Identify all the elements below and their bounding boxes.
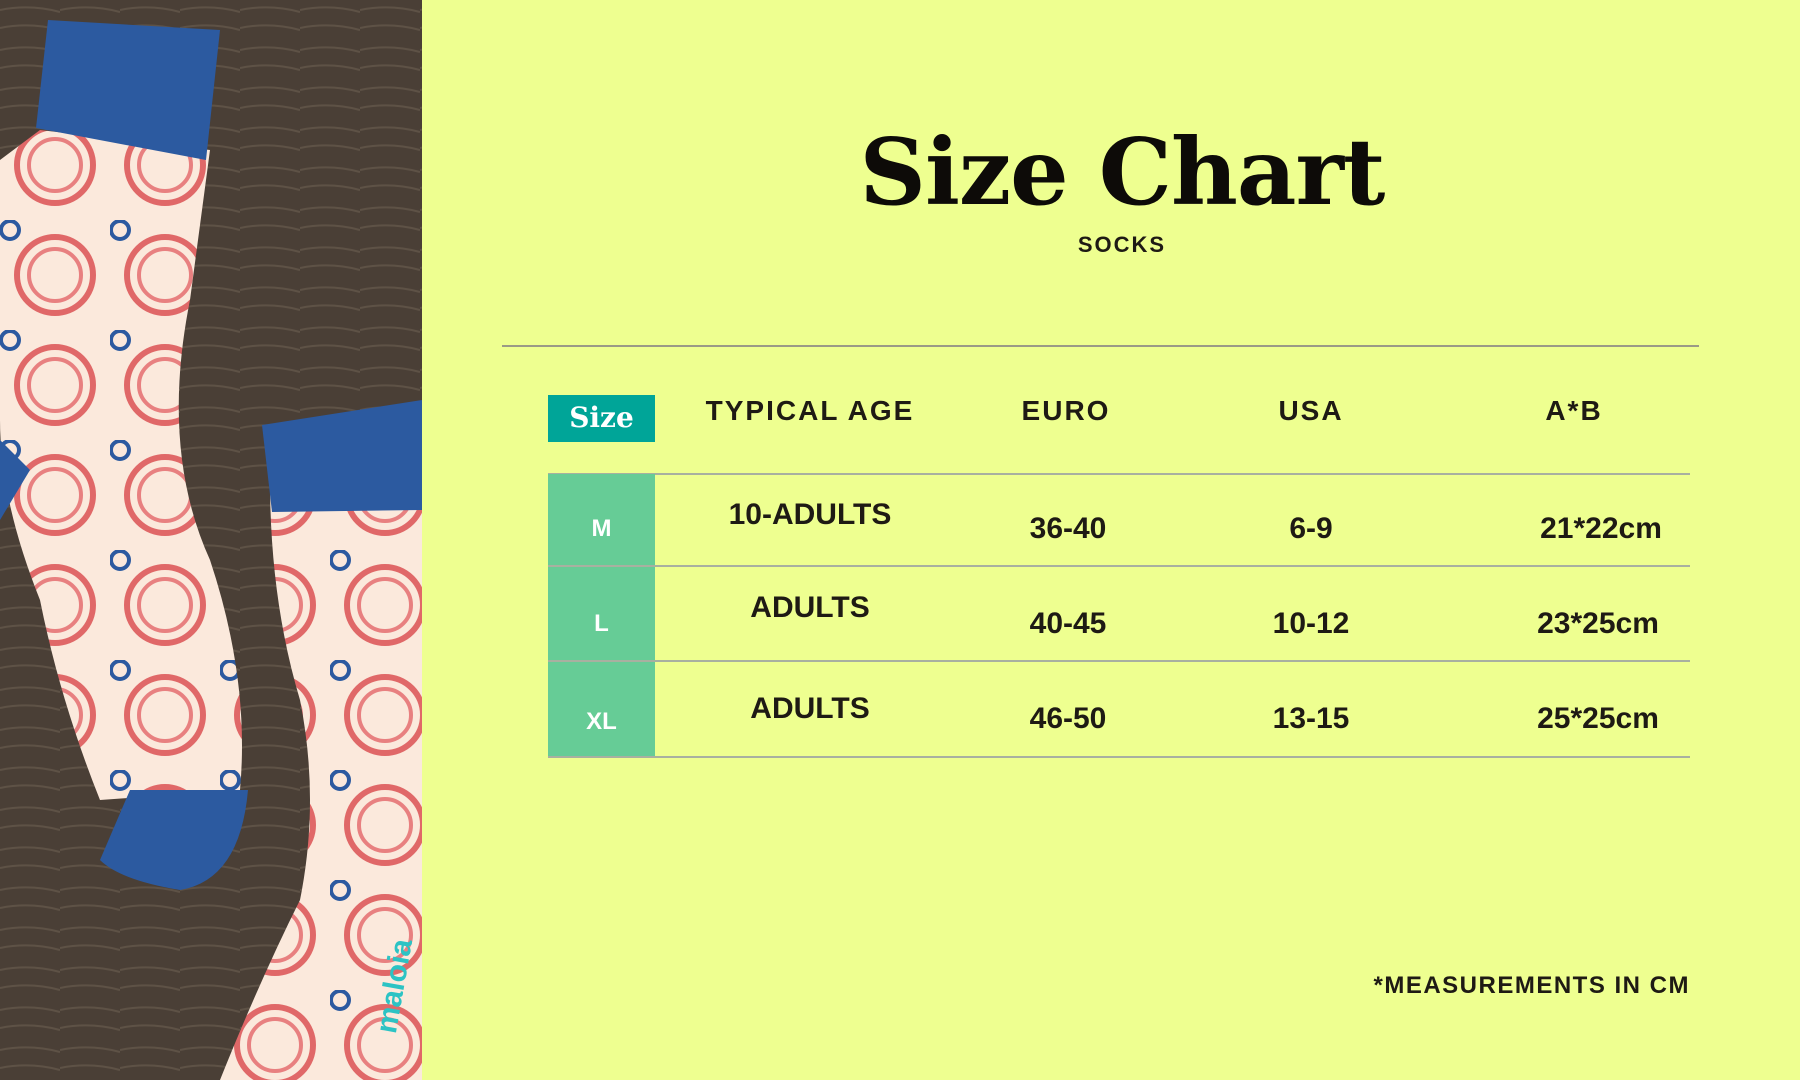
ab-cell: 23*25cm: [1537, 607, 1659, 640]
socks-illustration: [0, 0, 422, 1080]
euro-cell: 40-45: [1029, 607, 1107, 640]
size-cell: M: [548, 474, 655, 566]
euro-cell: 46-50: [1029, 702, 1107, 735]
left-sock-cuff: [36, 20, 220, 160]
header-usa: USA: [1278, 395, 1344, 426]
header-size: Size: [548, 395, 655, 442]
table-row: M 10-ADULTS 36-40 6-9 21*22cm: [548, 473, 1690, 567]
row-divider: [548, 565, 1690, 567]
usa-cell: 6-9: [1289, 512, 1333, 545]
row-divider: [548, 660, 1690, 662]
left-sock-toe: [100, 790, 248, 890]
euro-cell: 36-40: [1029, 512, 1107, 545]
right-sock-cuff: [262, 400, 422, 512]
usa-cell: 13-15: [1272, 702, 1350, 735]
table-row: XL ADULTS 46-50 13-15 25*25cm: [548, 662, 1690, 758]
header-ab: A*B: [1545, 395, 1603, 426]
age-cell: ADULTS: [750, 591, 870, 624]
size-cell: XL: [548, 662, 655, 757]
page-title: Size Chart: [859, 118, 1386, 226]
left-sock-heel: [0, 440, 30, 520]
table-row: L ADULTS 40-45 10-12 23*25cm: [548, 567, 1690, 662]
left-sock: [0, 130, 242, 800]
size-cell: L: [548, 567, 655, 661]
ab-cell: 21*22cm: [1540, 512, 1662, 545]
divider: [502, 345, 1699, 347]
header-typical-age: TYPICAL AGE: [705, 395, 915, 426]
row-divider: [548, 473, 1690, 475]
usa-cell: 10-12: [1272, 607, 1350, 640]
row-divider: [548, 756, 1690, 758]
age-cell: 10-ADULTS: [728, 498, 892, 531]
right-sock: [220, 470, 422, 1080]
ab-cell: 25*25cm: [1537, 702, 1659, 735]
socks-photo: maloia: [0, 0, 422, 1080]
header-euro: EURO: [1021, 395, 1111, 426]
age-cell: ADULTS: [750, 692, 870, 725]
page-subtitle: SOCKS: [1077, 232, 1167, 257]
footnote: *MEASUREMENTS IN CM: [1373, 972, 1690, 999]
